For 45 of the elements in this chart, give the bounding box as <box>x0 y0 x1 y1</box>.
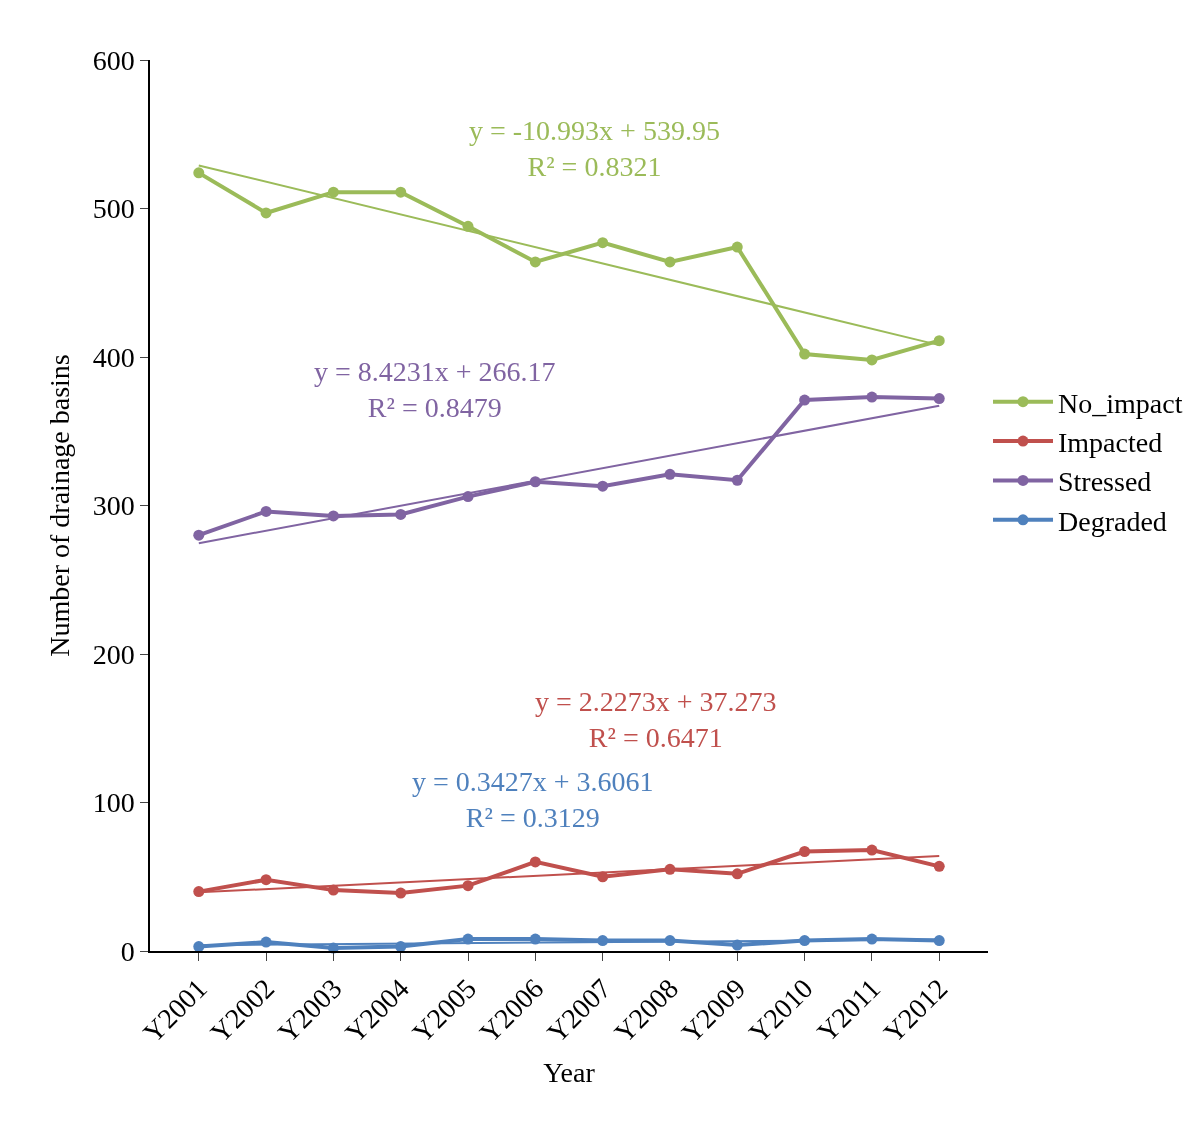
point <box>731 868 743 880</box>
x-axis-title: Year <box>543 1057 596 1088</box>
legend-label: Stressed <box>1058 466 1152 498</box>
point <box>260 505 272 517</box>
point <box>933 393 945 405</box>
point <box>866 354 878 366</box>
point <box>664 256 676 268</box>
point <box>260 874 272 886</box>
point <box>395 186 407 198</box>
y-axis-title: Number of drainage basins <box>43 354 75 657</box>
legend-label: No_impact <box>1058 387 1183 419</box>
point <box>193 167 205 179</box>
y-tick-label: 600 <box>92 44 135 76</box>
point <box>327 186 339 198</box>
point <box>799 846 811 858</box>
y-tick-label: 500 <box>92 193 135 225</box>
point <box>731 474 743 486</box>
y-tick-label: 300 <box>92 490 135 522</box>
point <box>866 844 878 856</box>
y-tick-label: 0 <box>120 935 135 967</box>
point <box>866 391 878 403</box>
point <box>799 394 811 406</box>
point <box>260 207 272 219</box>
point <box>731 241 743 253</box>
point <box>529 856 541 868</box>
point <box>933 335 945 347</box>
y-tick-label: 400 <box>92 341 135 373</box>
point <box>395 887 407 899</box>
point <box>597 480 609 492</box>
point <box>462 880 474 892</box>
point <box>529 256 541 268</box>
annotation: y = 8.4231x + 266.17 R² = 0.8479 <box>314 356 556 424</box>
point <box>193 529 205 541</box>
y-tick-label: 200 <box>92 638 135 670</box>
point <box>799 348 811 360</box>
point <box>597 237 609 249</box>
annotation: y = -10.993x + 539.95 R² = 0.8321 <box>469 115 720 183</box>
annotation: y = 0.3427x + 3.6061 R² = 0.3129 <box>412 766 654 834</box>
annotation: y = 2.2273x + 37.273 R² = 0.6471 <box>535 686 777 754</box>
point <box>664 468 676 480</box>
point <box>395 508 407 520</box>
point <box>933 860 945 872</box>
legend-label: Degraded <box>1058 505 1167 537</box>
legend-label: Impacted <box>1058 426 1163 458</box>
y-tick-label: 100 <box>92 787 135 819</box>
